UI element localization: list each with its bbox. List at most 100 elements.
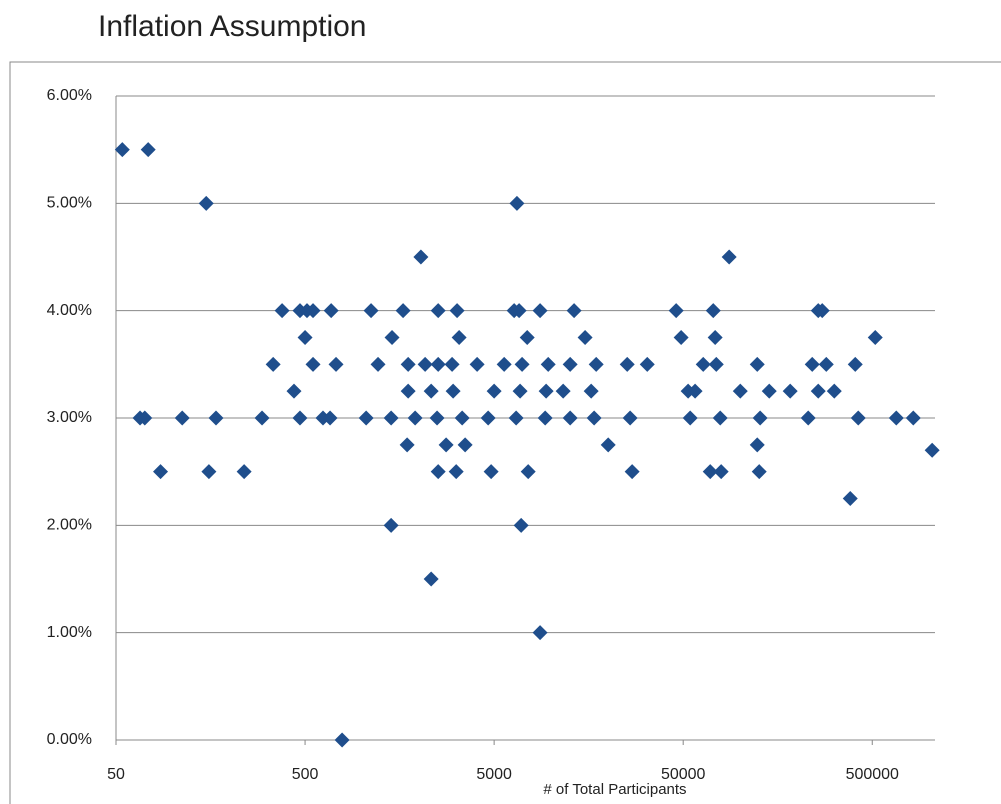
point — [286, 383, 302, 399]
point — [905, 410, 921, 426]
point — [702, 464, 718, 480]
point — [363, 303, 379, 319]
point — [400, 356, 416, 372]
x-tick-label: 500000 — [846, 766, 899, 783]
y-tick-label: 4.00% — [47, 302, 92, 319]
point — [334, 732, 350, 748]
point — [804, 356, 820, 372]
x-tick-label: 500 — [292, 766, 319, 783]
point — [619, 356, 635, 372]
point — [429, 410, 445, 426]
point — [826, 383, 842, 399]
x-tick-label: 50000 — [661, 766, 706, 783]
x-tick-label: 50 — [107, 766, 125, 783]
point — [583, 383, 599, 399]
point — [562, 410, 578, 426]
point — [712, 410, 728, 426]
point — [395, 303, 411, 319]
point — [445, 383, 461, 399]
point — [532, 303, 548, 319]
point — [566, 303, 582, 319]
point — [818, 356, 834, 372]
point — [399, 437, 415, 453]
point — [708, 356, 724, 372]
point — [508, 410, 524, 426]
point — [430, 356, 446, 372]
point — [624, 464, 640, 480]
point — [639, 356, 655, 372]
point — [511, 303, 527, 319]
point — [400, 383, 416, 399]
point — [449, 303, 465, 319]
point — [297, 330, 313, 345]
chart-title: Inflation Assumption — [98, 10, 367, 43]
point — [430, 303, 446, 319]
point — [532, 625, 548, 641]
point — [423, 383, 439, 399]
point — [417, 356, 433, 372]
point — [622, 410, 638, 426]
point — [847, 356, 863, 372]
point — [577, 330, 593, 345]
point — [867, 330, 883, 345]
point — [198, 195, 214, 211]
point — [383, 517, 399, 533]
point — [537, 410, 553, 426]
point — [496, 356, 512, 372]
point — [588, 356, 604, 372]
point — [751, 464, 767, 480]
point — [520, 464, 536, 480]
point — [444, 356, 460, 372]
point — [323, 303, 339, 319]
point — [370, 356, 386, 372]
point — [586, 410, 602, 426]
point — [695, 356, 711, 372]
point — [322, 410, 338, 426]
point — [384, 330, 400, 345]
point — [513, 517, 529, 533]
point — [454, 410, 470, 426]
point — [814, 303, 830, 319]
point — [782, 383, 798, 399]
point — [383, 410, 399, 426]
point — [438, 437, 454, 453]
point — [137, 410, 153, 426]
y-tick-label: 6.00% — [47, 87, 92, 104]
point — [749, 437, 765, 453]
point — [707, 330, 723, 345]
point — [274, 303, 290, 319]
point — [114, 142, 130, 158]
point — [538, 383, 554, 399]
point — [924, 442, 940, 458]
y-tick-label: 5.00% — [47, 195, 92, 212]
point — [752, 410, 768, 426]
point — [555, 383, 571, 399]
point — [562, 356, 578, 372]
x-axis-label: # of Total Participants — [543, 781, 686, 798]
point — [328, 356, 344, 372]
point — [761, 383, 777, 399]
x-tick-label: 5000 — [476, 766, 512, 783]
point — [292, 410, 308, 426]
point — [305, 303, 321, 319]
point — [673, 330, 689, 345]
point — [713, 464, 729, 480]
point — [721, 249, 737, 265]
point — [509, 195, 525, 211]
point — [201, 464, 217, 480]
chart-frame — [9, 61, 1001, 804]
point — [140, 142, 156, 158]
point — [850, 410, 866, 426]
point — [810, 383, 826, 399]
point — [430, 464, 446, 480]
point — [800, 410, 816, 426]
point — [480, 410, 496, 426]
point — [236, 464, 252, 480]
point — [305, 356, 321, 372]
point — [888, 410, 904, 426]
point — [687, 383, 703, 399]
point — [514, 356, 530, 372]
point — [254, 410, 270, 426]
point — [451, 330, 467, 345]
